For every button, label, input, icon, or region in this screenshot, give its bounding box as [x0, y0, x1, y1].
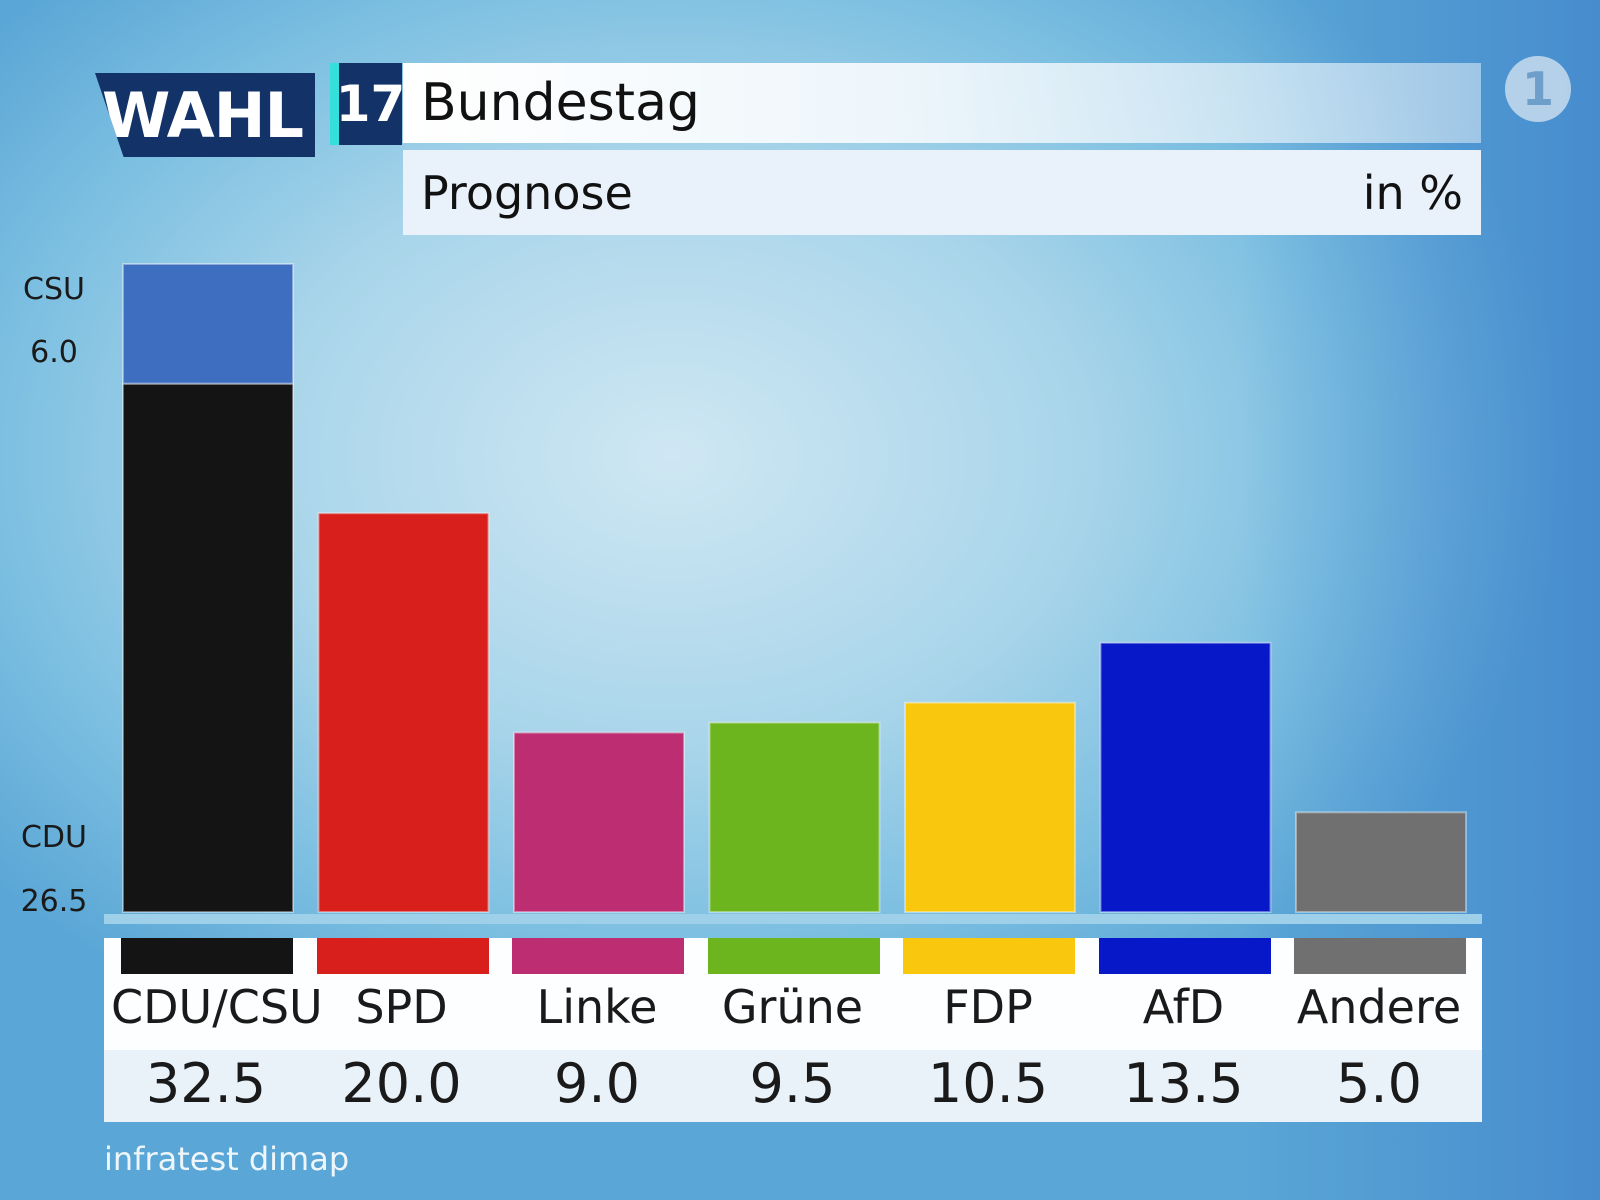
- chart-subtitle-text: Prognose: [421, 165, 633, 220]
- chart-title-text: Bundestag: [421, 73, 700, 133]
- legend-value-row: [104, 1050, 1482, 1122]
- legend-swatch-gr-ne: [707, 938, 880, 974]
- category-label-linke: Linke: [536, 980, 658, 1034]
- source-credit: infratest dimap: [104, 1140, 350, 1178]
- cdu-segment-name: CDU: [20, 820, 87, 855]
- wahl-logo-text: WAHL: [102, 78, 304, 152]
- legend-swatch-fdp: [903, 938, 1075, 974]
- bar-segment-cdu: [122, 382, 294, 913]
- cdu-segment-value: 26.5: [20, 884, 88, 919]
- csu-segment-name: CSU: [23, 272, 85, 307]
- legend-swatch-spd: [316, 938, 489, 974]
- chart-title: Bundestag: [403, 63, 1481, 143]
- value-label-linke: 9.0: [554, 1052, 640, 1115]
- value-label-gr-ne: 9.5: [749, 1052, 836, 1115]
- value-label-fdp: 10.5: [927, 1052, 1049, 1115]
- wahl-year-text: 17: [335, 75, 406, 133]
- category-label-cdu-csu: CDU/CSU: [111, 980, 323, 1034]
- chart-subtitle: Prognose in %: [403, 150, 1481, 235]
- bar-afd: [1099, 641, 1272, 913]
- wahl-year-badge: 17: [330, 63, 405, 145]
- legend-swatch-linke: [512, 938, 684, 974]
- broadcaster-logo-text: 1: [1521, 62, 1554, 116]
- category-label-gr-ne: Grüne: [721, 980, 864, 1034]
- category-label-afd: AfD: [1142, 980, 1225, 1034]
- bar-spd: [317, 512, 490, 913]
- category-label-fdp: FDP: [943, 980, 1033, 1034]
- chart-unit-text: in %: [1362, 165, 1463, 220]
- baseline-strip: [104, 914, 1482, 924]
- csu-segment-value: 6.0: [30, 335, 78, 370]
- value-label-andere: 5.0: [1336, 1052, 1422, 1115]
- category-label-andere: Andere: [1296, 980, 1462, 1034]
- bar-segment-csu: [122, 263, 294, 385]
- legend-swatch-cdu-csu: [121, 938, 293, 974]
- wahl-logo: WAHL: [95, 73, 315, 157]
- broadcaster-logo-icon: 1: [1505, 56, 1571, 122]
- value-label-spd: 20.0: [341, 1052, 462, 1115]
- bar-gr-ne: [708, 721, 881, 913]
- bar-andere: [1295, 811, 1467, 913]
- bar-fdp: [904, 701, 1076, 914]
- category-label-spd: SPD: [355, 980, 448, 1034]
- legend-swatch-afd: [1098, 938, 1271, 974]
- legend-swatch-andere: [1294, 938, 1466, 974]
- value-label-cdu-csu: 32.5: [145, 1052, 267, 1115]
- value-label-afd: 13.5: [1123, 1052, 1244, 1115]
- bar-linke: [513, 731, 685, 913]
